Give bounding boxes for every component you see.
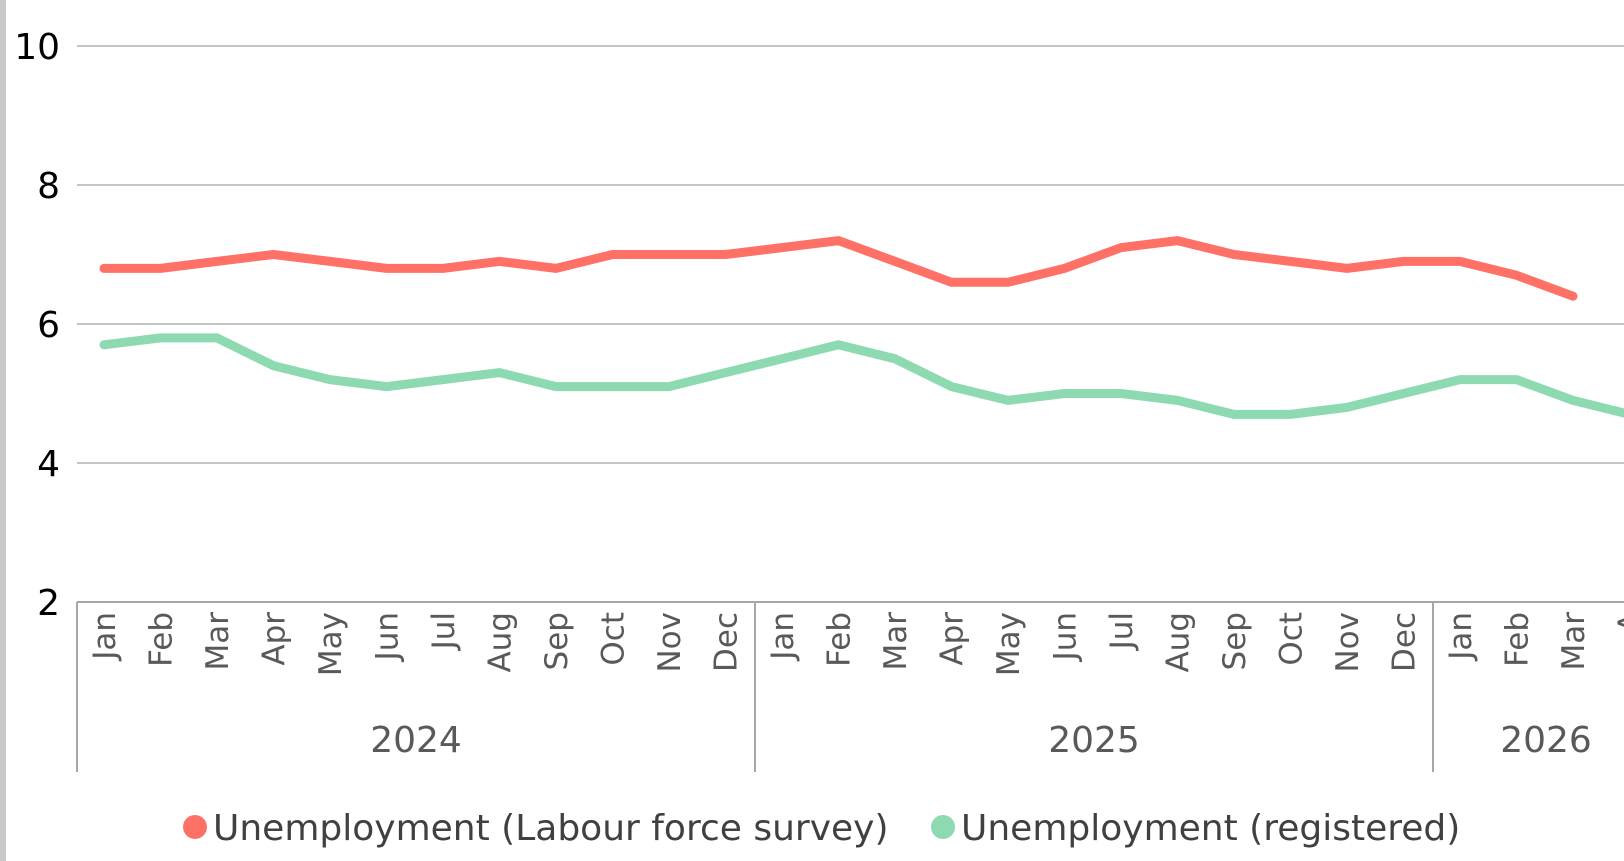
legend-marker [931, 815, 955, 839]
series-layer [99, 236, 1624, 419]
x-tick-label-month: Jul [426, 612, 462, 651]
series-line-labour-force-survey [99, 236, 1578, 301]
x-tick-label-month: Feb [1500, 612, 1536, 667]
legend-marker [183, 815, 207, 839]
x-tick-label-month: Oct [1274, 612, 1310, 666]
x-tick-label-month: Nov [1330, 612, 1366, 673]
x-tick-label-month: Apr [257, 612, 293, 666]
x-tick-label-month: Apr [935, 612, 971, 666]
legend: Unemployment (Labour force survey) Unempl… [183, 808, 1460, 849]
x-tick-label-month: Jun [370, 612, 406, 662]
x-tick-label-year: 2026 [1500, 720, 1592, 761]
x-axis: Jan Feb Mar Apr May Jun Jul Aug Sep Oct Nov Dec Jan F… [76, 601, 1624, 772]
y-tick-label: 4 [37, 444, 60, 485]
x-tick-label-month: May [313, 612, 349, 676]
y-tick-label: 10 [14, 27, 60, 68]
gridlines [77, 45, 1624, 464]
x-tick-label-month: Jan [765, 612, 801, 662]
x-tick-label-month: Sep [1217, 612, 1253, 670]
left-window-edge [0, 0, 6, 861]
x-tick-label-month: Feb [144, 612, 180, 667]
x-tick-label-month: Dec [1387, 612, 1423, 672]
x-tick-label-month: Mar [878, 612, 914, 671]
x-tick-label-year: 2025 [1048, 720, 1140, 761]
x-tick-label-month: Jun [1048, 612, 1084, 662]
x-tick-label-month: Jan [1443, 612, 1479, 662]
x-tick-label-month: Dec [709, 612, 745, 672]
x-tick-label-month: Jul [1104, 612, 1140, 651]
x-tick-label-month: May [991, 612, 1027, 676]
x-tick-label-month: Aug [1161, 612, 1197, 673]
x-tick-label-month: A [1613, 612, 1624, 633]
x-tick-label-month: Jan [87, 612, 123, 662]
x-tick-label-month: Aug [483, 612, 519, 673]
x-tick-label-month: Nov [652, 612, 688, 673]
series-line-registered [99, 333, 1624, 419]
x-tick-label-month: Oct [596, 612, 632, 666]
x-tick-label-year: 2024 [370, 720, 462, 761]
legend-label: Unemployment (Labour force survey) [213, 808, 889, 849]
x-tick-label-month: Mar [1556, 612, 1592, 671]
y-tick-label: 2 [37, 583, 60, 624]
y-tick-label: 6 [37, 305, 60, 346]
y-axis-ticks: 10 8 6 4 2 [14, 27, 60, 624]
x-tick-label-month: Mar [200, 612, 236, 671]
x-tick-label-month: Feb [822, 612, 858, 667]
legend-label: Unemployment (registered) [961, 808, 1460, 849]
y-tick-label: 8 [37, 166, 60, 207]
x-tick-label-month: Sep [539, 612, 575, 670]
